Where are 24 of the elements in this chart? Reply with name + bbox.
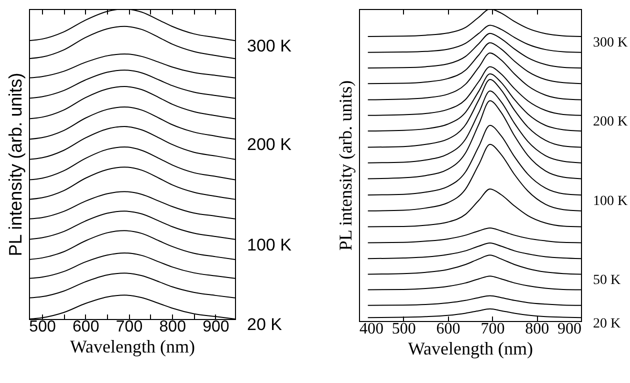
x-tick-label: 600 bbox=[436, 320, 460, 338]
series-label: 100 K bbox=[593, 194, 628, 209]
x-axis-title: Wavelength (nm) bbox=[70, 336, 196, 356]
series-label: 20 K bbox=[247, 315, 283, 334]
y-axis-title: PL intensity (arb. units) bbox=[336, 80, 356, 251]
x-axis-title: Wavelength (nm) bbox=[408, 338, 534, 358]
series-label: 200 K bbox=[593, 114, 628, 130]
series-label: 300 K bbox=[247, 36, 292, 56]
x-tick-label: 800 bbox=[159, 318, 186, 336]
x-tick-label: 700 bbox=[116, 318, 143, 336]
x-tick-label: 800 bbox=[525, 320, 550, 338]
x-tick-label: 400 bbox=[360, 320, 384, 338]
series-label: 20 K bbox=[593, 316, 621, 332]
x-tick-label: 500 bbox=[392, 320, 416, 338]
x-tick-label: 500 bbox=[29, 318, 56, 336]
x-tick-label: 600 bbox=[72, 318, 100, 336]
series-label: 200 K bbox=[247, 135, 292, 154]
x-tick-label: 900 bbox=[202, 318, 230, 336]
series-label: 300 K bbox=[593, 35, 628, 50]
y-axis-title: PL intensity (arb. units) bbox=[6, 72, 26, 256]
x-tick-label: 900 bbox=[558, 320, 582, 338]
series-label: 100 K bbox=[247, 235, 292, 254]
x-tick-label: 700 bbox=[480, 320, 505, 338]
series-label: 50 K bbox=[593, 273, 621, 288]
